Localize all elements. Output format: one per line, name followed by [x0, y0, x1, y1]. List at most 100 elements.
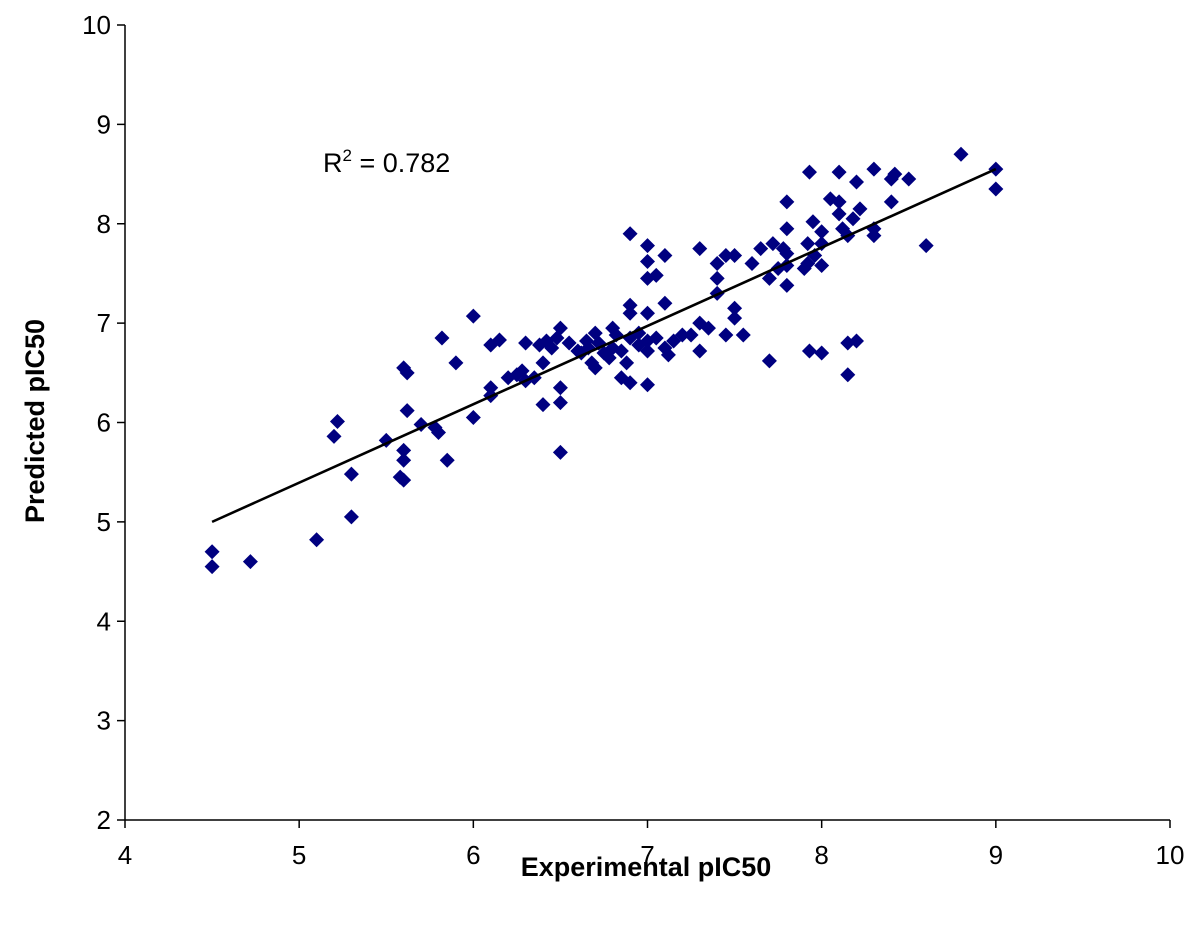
data-point — [622, 375, 638, 391]
x-tick-label: 9 — [989, 840, 1003, 870]
data-point — [613, 343, 629, 359]
r-squared-base: R — [323, 148, 343, 178]
y-tick-label: 7 — [97, 308, 111, 338]
axes: 2 3 4 5 6 7 8 9 10 4 5 6 7 8 9 10 — [82, 10, 1184, 870]
data-point — [801, 343, 817, 359]
data-point — [483, 380, 499, 396]
data-point — [814, 224, 830, 240]
data-point — [692, 343, 708, 359]
y-tick-label: 4 — [97, 606, 111, 636]
data-point — [744, 256, 760, 271]
data-point — [622, 226, 638, 242]
data-point — [845, 211, 861, 227]
data-point — [399, 403, 415, 419]
data-point — [718, 248, 734, 264]
data-point — [434, 330, 450, 346]
data-point — [761, 270, 777, 286]
data-point — [683, 327, 699, 343]
data-point — [779, 221, 795, 237]
data-point — [988, 181, 1004, 197]
data-point — [648, 330, 664, 346]
data-point — [753, 241, 769, 257]
data-point — [727, 300, 743, 316]
data-point — [326, 428, 342, 444]
data-point — [648, 267, 664, 283]
data-point — [465, 308, 481, 324]
data-point — [552, 380, 568, 396]
x-tick-label: 7 — [640, 840, 654, 870]
y-axis-title: Predicted pIC50 — [20, 319, 50, 523]
data-point — [329, 414, 345, 430]
data-point — [399, 365, 415, 381]
data-point — [561, 335, 577, 351]
data-point — [700, 320, 716, 336]
data-point — [866, 161, 882, 177]
data-point — [544, 340, 560, 356]
data-point — [901, 171, 917, 187]
data-points — [204, 146, 1004, 575]
data-point — [535, 355, 551, 371]
data-point — [692, 241, 708, 257]
y-tick-label: 10 — [82, 10, 111, 40]
data-point — [622, 305, 638, 321]
data-point — [814, 345, 830, 361]
data-point — [805, 214, 821, 230]
data-point — [396, 452, 412, 468]
data-point — [552, 444, 568, 460]
r-squared-annotation: R2 = 0.782 — [323, 146, 450, 178]
data-point — [831, 206, 847, 222]
data-point — [887, 166, 903, 182]
y-ticks: 2 3 4 5 6 7 8 9 10 — [82, 10, 125, 835]
x-axis-title: Experimental pIC50 — [521, 852, 772, 882]
data-point — [852, 201, 868, 217]
data-point — [491, 332, 507, 348]
data-point — [439, 452, 455, 468]
data-point — [727, 248, 743, 264]
data-point — [535, 397, 551, 413]
trendline — [211, 167, 997, 524]
data-point — [735, 327, 751, 343]
data-point — [343, 509, 359, 525]
y-tick-label: 9 — [97, 109, 111, 139]
data-point — [242, 554, 258, 570]
data-point — [660, 347, 676, 363]
data-point — [500, 370, 516, 386]
data-point — [801, 164, 817, 180]
data-point — [709, 256, 725, 271]
data-point — [709, 270, 725, 286]
r-squared-superscript: 2 — [343, 146, 352, 165]
data-point — [761, 353, 777, 369]
data-point — [204, 559, 220, 575]
data-point — [674, 327, 690, 343]
y-tick-label: 6 — [97, 408, 111, 438]
data-point — [779, 246, 795, 262]
data-point — [918, 238, 934, 254]
data-point — [640, 377, 655, 393]
data-point — [640, 254, 655, 270]
x-tick-label: 8 — [814, 840, 828, 870]
data-point — [204, 544, 220, 560]
y-tick-label: 8 — [97, 209, 111, 239]
x-tick-label: 5 — [292, 840, 306, 870]
data-point — [765, 236, 781, 252]
data-point — [800, 236, 816, 252]
data-point — [640, 343, 655, 359]
data-point — [718, 327, 734, 343]
data-point — [448, 355, 464, 371]
data-point — [552, 395, 568, 411]
data-point — [622, 297, 638, 313]
data-point — [814, 236, 830, 252]
data-point — [883, 194, 899, 210]
data-point — [587, 360, 603, 376]
x-tick-label: 4 — [118, 840, 132, 870]
x-ticks: 4 5 6 7 8 9 10 — [118, 820, 1184, 870]
data-point — [396, 442, 412, 458]
data-point — [396, 472, 412, 488]
y-tick-label: 2 — [97, 805, 111, 835]
y-tick-label: 5 — [97, 507, 111, 537]
data-point — [831, 164, 847, 180]
data-point — [518, 335, 534, 351]
data-point — [640, 305, 655, 321]
data-point — [779, 277, 795, 293]
